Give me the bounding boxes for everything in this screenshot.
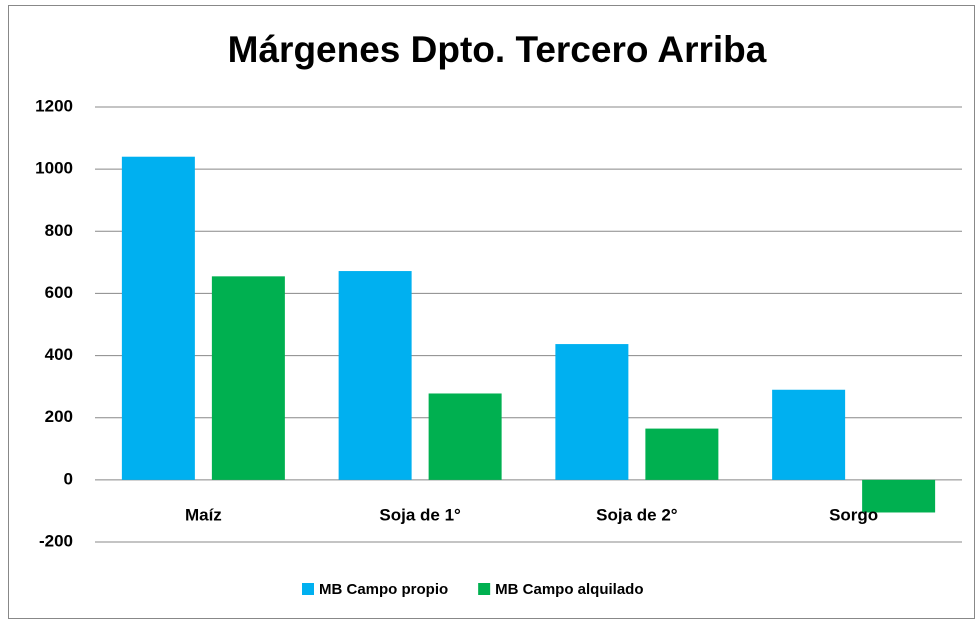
x-tick-label: Soja de 2° (596, 505, 678, 524)
bar (428, 393, 502, 480)
bar (862, 479, 936, 513)
bar (645, 428, 719, 480)
y-tick-label: 800 (45, 221, 73, 240)
y-tick-label: 1200 (35, 96, 73, 115)
legend-label: MB Campo propio (319, 581, 448, 598)
bar (338, 271, 412, 480)
y-tick-label: 400 (45, 345, 73, 364)
y-tick-label: 1000 (35, 159, 73, 178)
y-tick-label: 200 (45, 407, 73, 426)
bar (211, 276, 285, 480)
x-tick-label: Maíz (185, 505, 222, 524)
y-tick-label: 0 (64, 469, 73, 488)
bar (555, 344, 629, 480)
x-tick-label: Soja de 1° (379, 505, 461, 524)
chart-title: Márgenes Dpto. Tercero Arriba (228, 29, 767, 70)
legend-swatch (478, 583, 491, 595)
y-tick-label: -200 (39, 531, 73, 550)
legend-label: MB Campo alquilado (495, 581, 643, 598)
y-tick-label: 600 (45, 283, 73, 302)
legend-swatch (302, 583, 314, 595)
bar (121, 156, 195, 480)
bar (772, 389, 846, 480)
x-tick-label: Sorgo (829, 505, 878, 524)
